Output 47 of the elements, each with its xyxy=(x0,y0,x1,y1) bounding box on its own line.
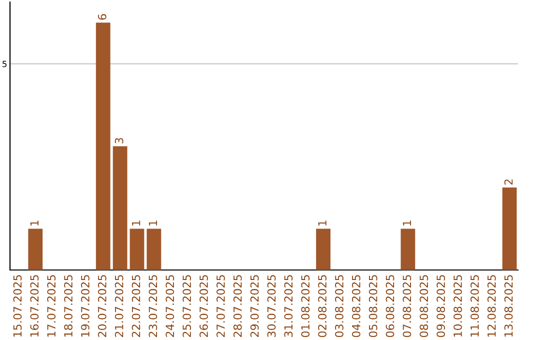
x-tick-label: 22.07.2025 xyxy=(132,275,140,337)
bar xyxy=(96,22,110,270)
x-tick-label: 28.07.2025 xyxy=(233,275,242,337)
data-label: 1 xyxy=(402,220,411,226)
x-tick-label: 19.07.2025 xyxy=(81,275,90,337)
data-label: 1 xyxy=(148,220,157,226)
x-tick-label: 15.07.2025 xyxy=(13,275,22,337)
x-tick-label: 31.07.2025 xyxy=(284,275,293,337)
x-tick-label: 29.07.2025 xyxy=(250,275,259,337)
x-tick-label: 20.07.2025 xyxy=(98,275,106,337)
x-tick-label: 21.07.2025 xyxy=(114,275,124,337)
data-label: 1 xyxy=(30,220,38,226)
bar xyxy=(502,188,517,270)
x-tick-label: 10.08.2025 xyxy=(454,275,462,337)
x-tick-label: 04.08.2025 xyxy=(352,275,360,338)
x-tick-label: 13.08.2025 xyxy=(504,275,513,337)
x-tick-label: 07.08.2025 xyxy=(402,275,412,338)
bar xyxy=(28,228,43,270)
x-tick-label: 24.07.2025 xyxy=(166,275,174,337)
x-tick-label: 17.07.2025 xyxy=(47,275,56,337)
x-tick-label: 05.08.2025 xyxy=(368,275,378,338)
x-tick-label: 09.08.2025 xyxy=(436,275,446,338)
data-label: 2 xyxy=(504,180,513,185)
x-tick-label: 08.08.2025 xyxy=(420,275,428,338)
x-tick-label: 30.07.2025 xyxy=(267,275,276,337)
bar xyxy=(146,228,162,270)
data-label: 6 xyxy=(98,14,106,20)
bar xyxy=(316,228,330,270)
x-tick-label: 06.08.2025 xyxy=(386,275,394,338)
x-tick-label: 23.07.2025 xyxy=(148,275,158,337)
x-tick-label: 01.08.2025 xyxy=(301,275,310,338)
x-tick-label: 25.07.2025 xyxy=(182,275,192,337)
y-tick-label: 5 xyxy=(2,60,6,68)
bar xyxy=(112,146,128,270)
data-label: 3 xyxy=(114,138,124,144)
x-tick-label: 02.08.2025 xyxy=(318,275,326,338)
x-tick-label: 12.08.2025 xyxy=(487,275,496,337)
x-tick-label: 18.07.2025 xyxy=(64,275,72,337)
x-tick-label: 11.08.2025 xyxy=(470,275,479,337)
bar xyxy=(400,228,416,270)
data-label: 1 xyxy=(132,220,140,226)
x-tick-label: 16.07.2025 xyxy=(30,275,39,337)
x-tick-label: 27.07.2025 xyxy=(216,275,225,337)
x-tick-label: 03.08.2025 xyxy=(335,275,344,338)
data-label: 1 xyxy=(318,220,326,226)
bar xyxy=(130,228,144,270)
x-tick-label: 26.07.2025 xyxy=(200,275,208,337)
